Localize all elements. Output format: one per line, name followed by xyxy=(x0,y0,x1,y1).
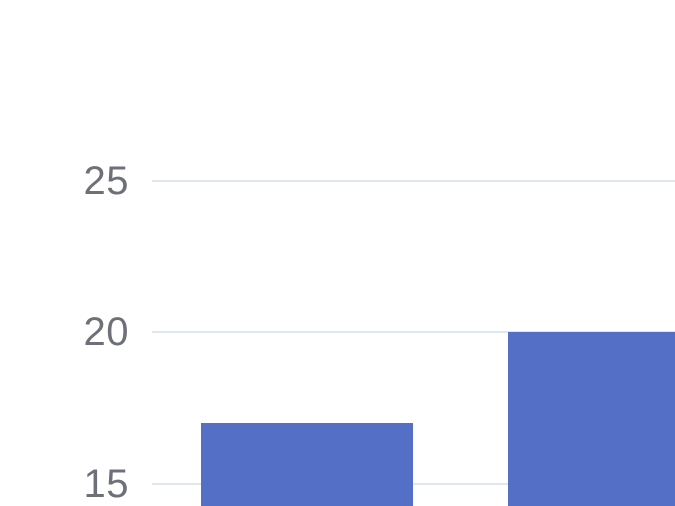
y-axis-tick-label-25: 25 xyxy=(83,158,129,203)
gridline-y-25 xyxy=(152,179,675,182)
bar-1[interactable] xyxy=(200,423,413,506)
y-axis-tick-label-20: 20 xyxy=(83,310,129,355)
gridline-y-20 xyxy=(152,331,675,334)
y-axis-tick-label-15: 15 xyxy=(83,462,129,506)
gridline-y-15 xyxy=(152,483,675,485)
bar-2[interactable] xyxy=(507,332,675,506)
